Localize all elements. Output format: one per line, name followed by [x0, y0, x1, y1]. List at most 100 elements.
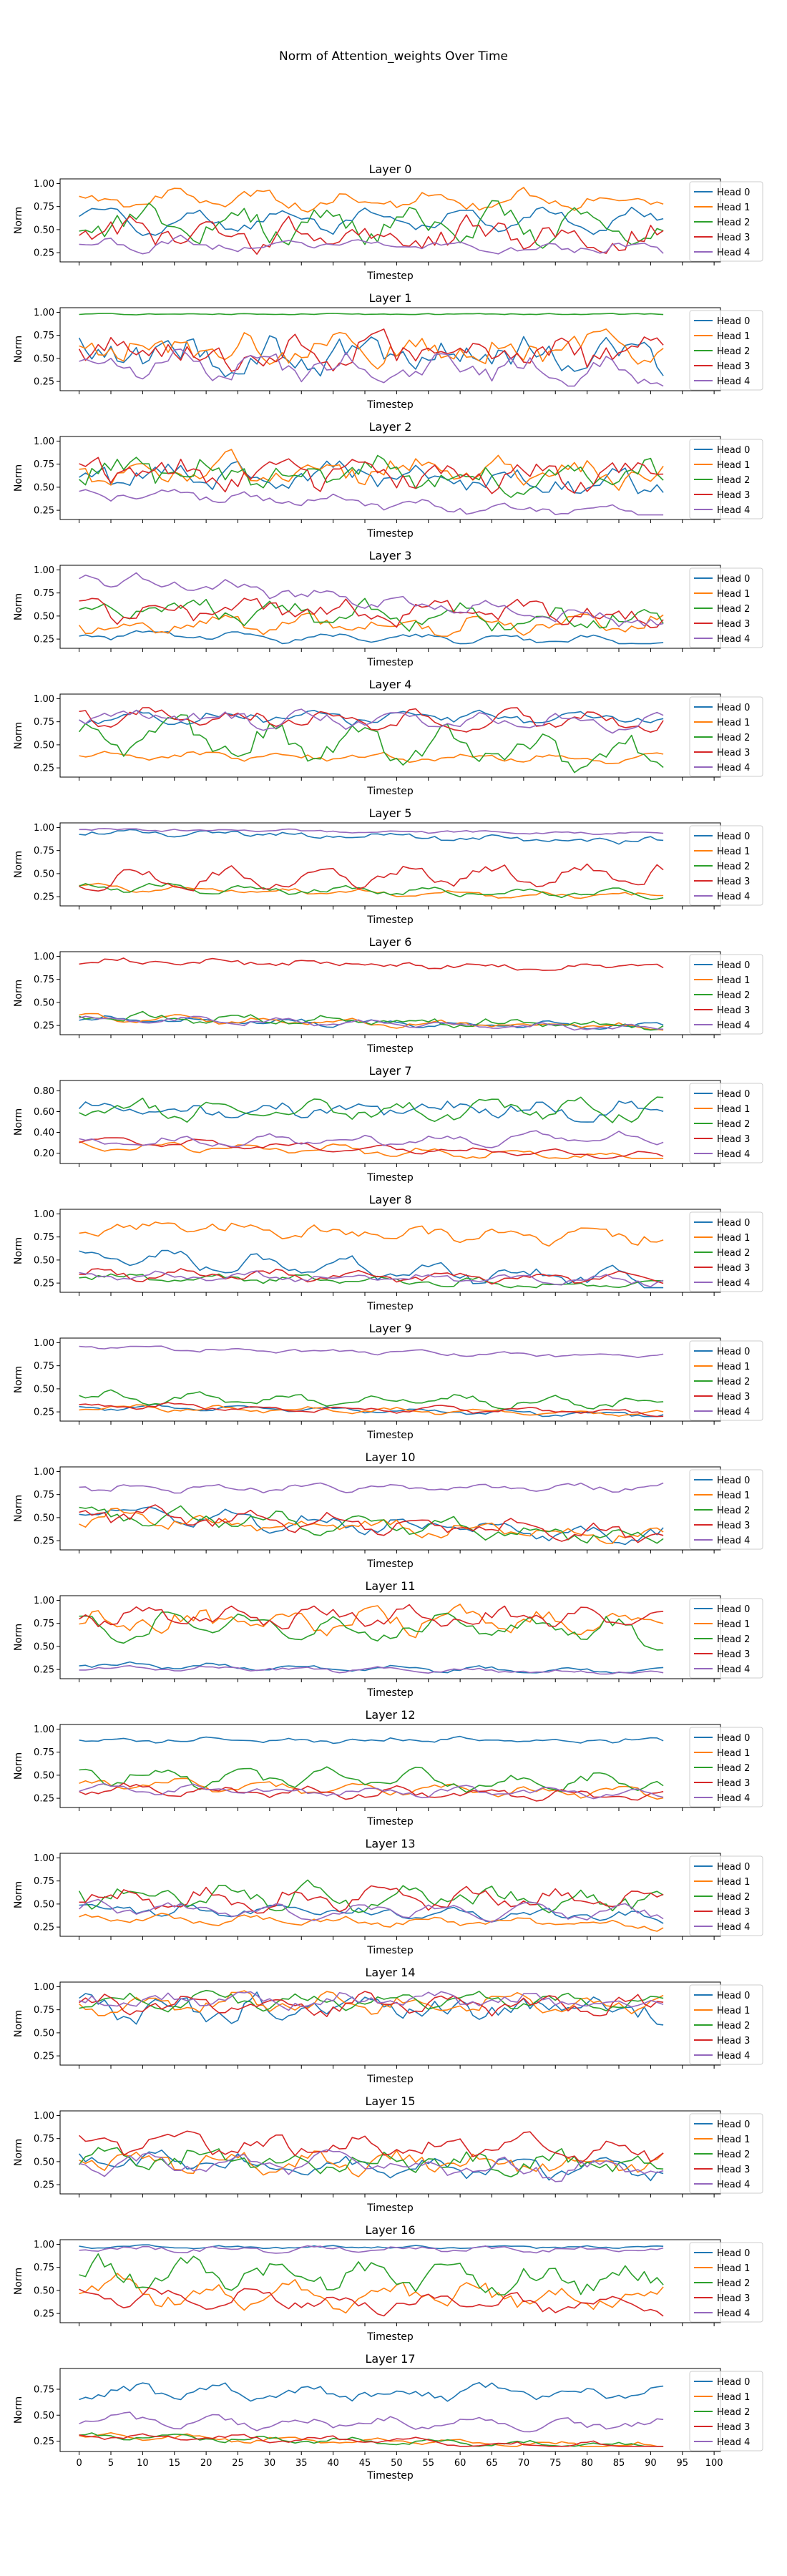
legend-label: Head 4: [717, 2437, 750, 2448]
y-tick-label: 0.75: [34, 717, 54, 728]
legend-label: Head 4: [717, 1149, 750, 1160]
series-line-head-2: [78, 2147, 664, 2177]
legend: Head 0 Head 1 Head 2 Head 3 Head 4: [689, 954, 763, 1035]
y-tick-label: 0.75: [34, 459, 54, 470]
y-tick-label: 0.75: [34, 2134, 54, 2145]
legend-label: Head 2: [717, 218, 750, 228]
series-line-head-3: [79, 863, 664, 892]
legend: Head 0 Head 1 Head 2 Head 3 Head 4: [689, 2113, 763, 2194]
legend: Head 0 Head 1 Head 2 Head 3 Head 4: [689, 310, 763, 391]
legend-label: Head 2: [717, 1377, 750, 1387]
legend-label: Head 0: [717, 187, 750, 198]
axes-frame: [59, 1337, 721, 1422]
y-tick-label: 1.00: [34, 1338, 54, 1349]
legend-label: Head 3: [717, 1263, 750, 1274]
legend-label: Head 0: [717, 1733, 750, 1744]
y-axis-label: Norm: [13, 1237, 24, 1264]
series-line-head-1: [79, 1508, 664, 1544]
legend-label: Head 4: [717, 248, 750, 258]
y-tick-label: 0.50: [34, 482, 54, 493]
legend: Head 0 Head 1 Head 2 Head 3 Head 4: [689, 1469, 763, 1550]
x-tick-label: 50: [391, 2458, 403, 2469]
legend-label: Head 3: [717, 2165, 750, 2175]
y-axis-label: Norm: [13, 1495, 24, 1522]
legend-box: [689, 1598, 763, 1679]
legend: Head 0 Head 1 Head 2 Head 3 Head 4: [689, 1211, 763, 1292]
y-tick-label: 0.75: [34, 1747, 54, 1758]
y-tick-label: 1.00: [34, 1853, 54, 1864]
x-axis-label: Timestep: [366, 1687, 414, 1699]
x-tick-label: 85: [613, 2458, 625, 2469]
legend-box: [689, 1727, 763, 1807]
legend-label: Head 3: [717, 1134, 750, 1145]
legend-label: Head 1: [717, 2392, 750, 2403]
y-tick-label: 0.75: [34, 588, 54, 599]
subplot-title: Layer 3: [369, 549, 412, 562]
y-tick-label: 1.00: [34, 2240, 54, 2250]
y-tick-label: 0.80: [34, 1086, 54, 1097]
legend-label: Head 2: [717, 1763, 750, 1774]
series-line-head-2: [79, 1273, 664, 1289]
legend-label: Head 1: [717, 847, 750, 857]
series-line-head-1: [79, 1141, 664, 1159]
series-line-head-2: [79, 1010, 664, 1031]
x-axis-label: Timestep: [366, 786, 414, 797]
x-tick-label: 70: [518, 2458, 530, 2469]
series-line-head-0: [79, 630, 664, 645]
y-axis-label: Norm: [13, 2139, 24, 2166]
series-line-head-1: [79, 2273, 664, 2314]
series-line-head-0: [79, 206, 664, 236]
series-line-head-3: [79, 597, 664, 629]
y-axis-label: Norm: [13, 851, 24, 878]
y-axis-label: Norm: [13, 722, 24, 749]
subplot-layer-10: Layer 10 0.25 0.50 0.75 1.00 Norm Timestep Head…: [13, 1450, 763, 1570]
series-line-head-4: [79, 489, 664, 516]
legend-label: Head 0: [717, 1347, 750, 1357]
subplot-title: Layer 11: [365, 1579, 415, 1593]
series-line-head-1: [79, 1990, 664, 2016]
legend-label: Head 1: [717, 975, 750, 986]
series-line-head-4: [79, 1015, 664, 1031]
series-line-head-4: [79, 1270, 664, 1287]
legend-label: Head 3: [717, 619, 750, 630]
series-line-head-2: [78, 1879, 664, 1913]
legend: Head 0 Head 1 Head 2 Head 3 Head 4: [689, 2242, 763, 2323]
series-line-head-2: [79, 200, 664, 249]
y-tick-label: 0.75: [34, 331, 54, 341]
series-line-head-0: [79, 1101, 664, 1123]
legend: Head 0 Head 1 Head 2 Head 3 Head 4: [689, 1598, 763, 1679]
legend-label: Head 4: [717, 2180, 750, 2190]
subplot-title: Layer 7: [369, 1064, 412, 1078]
subplot-layer-9: Layer 9 0.25 0.50 0.75 1.00 Norm Timestep Head …: [13, 1322, 763, 1441]
y-tick-label: 0.50: [34, 997, 54, 1008]
axes-frame: [59, 1466, 721, 1551]
legend-box: [689, 1340, 763, 1421]
series-line-head-3: [79, 707, 664, 733]
series-line-head-0: [79, 1403, 664, 1418]
axes-frame: [59, 1981, 721, 2066]
x-tick-label: 10: [137, 2458, 149, 2469]
y-axis-label: Norm: [13, 1881, 24, 1908]
x-tick-label: 20: [200, 2458, 212, 2469]
legend-label: Head 1: [717, 1877, 750, 1888]
legend: Head 0 Head 1 Head 2 Head 3 Head 4: [689, 1340, 763, 1421]
subplot-layer-5: Layer 5 0.25 0.50 0.75 1.00 Norm Timestep Head …: [13, 806, 763, 926]
legend-box: [689, 567, 763, 648]
legend-label: Head 3: [717, 877, 750, 887]
legend-label: Head 1: [717, 1104, 750, 1115]
series-line-head-4: [79, 572, 664, 628]
subplot-layer-17: Layer 17 0.25 0.50 0.75 0 5 10 15 20 25 30 35 40 45 50…: [13, 2352, 763, 2482]
legend-label: Head 4: [717, 763, 750, 774]
series-line-head-4: [79, 1130, 664, 1148]
y-tick-label: 0.50: [34, 1255, 54, 1266]
series-line-head-1: [79, 1221, 664, 1247]
axes-frame: [59, 2110, 721, 2195]
subplot-title: Layer 8: [369, 1193, 412, 1206]
legend-label: Head 3: [717, 233, 750, 243]
legend: Head 0 Head 1 Head 2 Head 3 Head 4: [689, 439, 763, 519]
subplot-layer-15: Layer 15 0.25 0.50 0.75 1.00 Norm Timestep Head…: [13, 2094, 763, 2214]
y-tick-label: 1.00: [34, 1209, 54, 1220]
series-line-head-3: [79, 1991, 664, 2017]
y-tick-label: 0.25: [34, 1665, 54, 1676]
legend-label: Head 0: [717, 831, 750, 842]
